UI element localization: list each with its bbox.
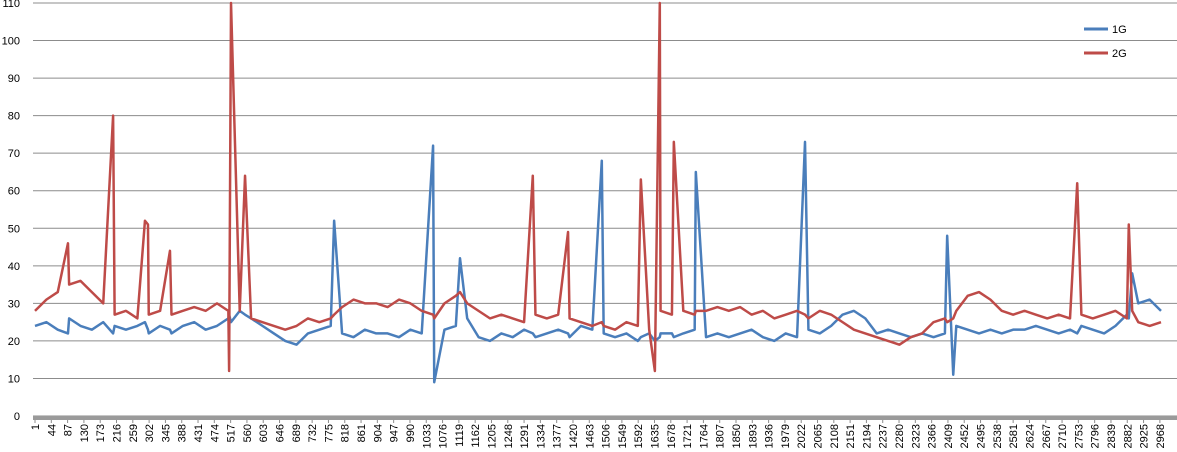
x-tick-label: 2667	[1041, 424, 1053, 448]
x-tick-label: 517	[226, 424, 238, 442]
x-tick-label: 1119	[454, 424, 466, 447]
x-tick-label: 130	[79, 424, 91, 442]
x-tick-label: 1635	[649, 424, 661, 448]
x-tick-label: 2839	[1106, 424, 1118, 448]
x-tick-label: 1291	[519, 424, 531, 448]
x-tick-label: 1033	[421, 424, 433, 448]
x-tick-label: 1549	[617, 424, 629, 448]
y-tick-label: 90	[8, 73, 20, 85]
x-tick-label: 1377	[552, 424, 564, 448]
x-tick-label: 87	[63, 424, 75, 436]
x-tick-label: 2151	[845, 424, 857, 448]
x-tick-label: 603	[258, 424, 270, 442]
x-tick-label: 2452	[959, 424, 971, 448]
x-tick-label: 2409	[943, 424, 955, 448]
x-tick-label: 2753	[1073, 424, 1085, 448]
x-tick-label: 1506	[601, 424, 613, 448]
series-line	[34, 140, 1162, 384]
x-tick-label: 732	[307, 424, 319, 442]
x-tick-label: 1850	[731, 424, 743, 448]
y-tick-label: 30	[8, 298, 20, 310]
x-tick-label: 1592	[633, 424, 645, 448]
x-tick-label: 1764	[698, 424, 710, 448]
x-tick-label: 259	[128, 424, 140, 442]
x-tick-label: 2925	[1139, 424, 1151, 448]
x-tick-label: 474	[209, 424, 221, 442]
x-tick-label: 947	[389, 424, 401, 442]
x-tick-label: 2710	[1057, 424, 1069, 448]
y-tick-label: 0	[14, 411, 20, 423]
x-tick-label: 1162	[470, 424, 482, 448]
x-tick-label: 904	[372, 424, 384, 442]
x-tick-label: 1893	[747, 424, 759, 448]
x-tick-label: 775	[323, 424, 335, 442]
series-line	[34, 1, 1162, 373]
x-tick-label: 388	[177, 424, 189, 442]
x-tick-label: 173	[95, 424, 107, 442]
y-tick-label: 40	[8, 261, 20, 273]
x-tick-label: 2538	[992, 424, 1004, 448]
x-tick-label: 2624	[1024, 424, 1036, 448]
x-tick-label: 2495	[976, 424, 988, 448]
x-tick-label: 861	[356, 424, 368, 442]
x-tick-label: 1936	[764, 424, 776, 448]
x-tick-label: 2065	[813, 424, 825, 448]
x-tick-label: 1979	[780, 424, 792, 448]
y-tick-label: 70	[8, 148, 20, 160]
y-tick-label: 10	[8, 373, 20, 385]
x-tick-label: 345	[160, 424, 172, 442]
y-tick-label: 110	[2, 0, 20, 10]
x-tick-label: 2237	[878, 424, 890, 448]
x-tick-label: 2581	[1008, 424, 1020, 448]
x-tick-label: 1807	[715, 424, 727, 448]
x-tick-label: 2108	[829, 424, 841, 448]
x-tick-label: 1	[30, 424, 42, 430]
legend-label: 2G	[1112, 48, 1127, 60]
x-tick-label: 216	[112, 424, 124, 442]
x-tick-label: 1334	[535, 424, 547, 448]
x-tick-label: 431	[193, 424, 205, 442]
x-tick-label: 1076	[438, 424, 450, 448]
x-tick-label: 1248	[503, 424, 515, 448]
x-tick-label: 2280	[894, 424, 906, 448]
x-tick-label: 2022	[796, 424, 808, 448]
y-tick-label: 60	[8, 186, 20, 198]
x-tick-label: 560	[242, 424, 254, 442]
legend-label: 1G	[1112, 24, 1127, 36]
x-tick-label: 1678	[666, 424, 678, 448]
y-tick-label: 100	[2, 36, 20, 48]
y-tick-label: 50	[8, 223, 20, 235]
x-tick-label: 1463	[584, 424, 596, 448]
x-tick-label: 2796	[1090, 424, 1102, 448]
x-tick-label: 2194	[861, 424, 873, 448]
x-tick-label: 1420	[568, 424, 580, 448]
y-tick-label: 80	[8, 111, 20, 123]
plot-area	[34, 1, 1162, 384]
x-tick-label: 990	[405, 424, 417, 442]
x-axis	[33, 416, 1177, 420]
x-tick-label: 689	[291, 424, 303, 442]
x-tick-label: 2968	[1155, 424, 1167, 448]
x-tick-label: 44	[46, 424, 58, 436]
x-tick-label: 2323	[910, 424, 922, 448]
grid	[33, 2, 1177, 417]
x-tick-label: 2882	[1122, 424, 1134, 448]
x-tick-label: 2366	[927, 424, 939, 448]
x-tick-label: 646	[275, 424, 287, 442]
x-tick-label: 818	[340, 424, 352, 442]
x-tick-label: 302	[144, 424, 156, 442]
x-tick-label: 1721	[682, 424, 694, 448]
x-tick-label: 1205	[486, 424, 498, 448]
y-tick-label: 20	[8, 336, 20, 348]
